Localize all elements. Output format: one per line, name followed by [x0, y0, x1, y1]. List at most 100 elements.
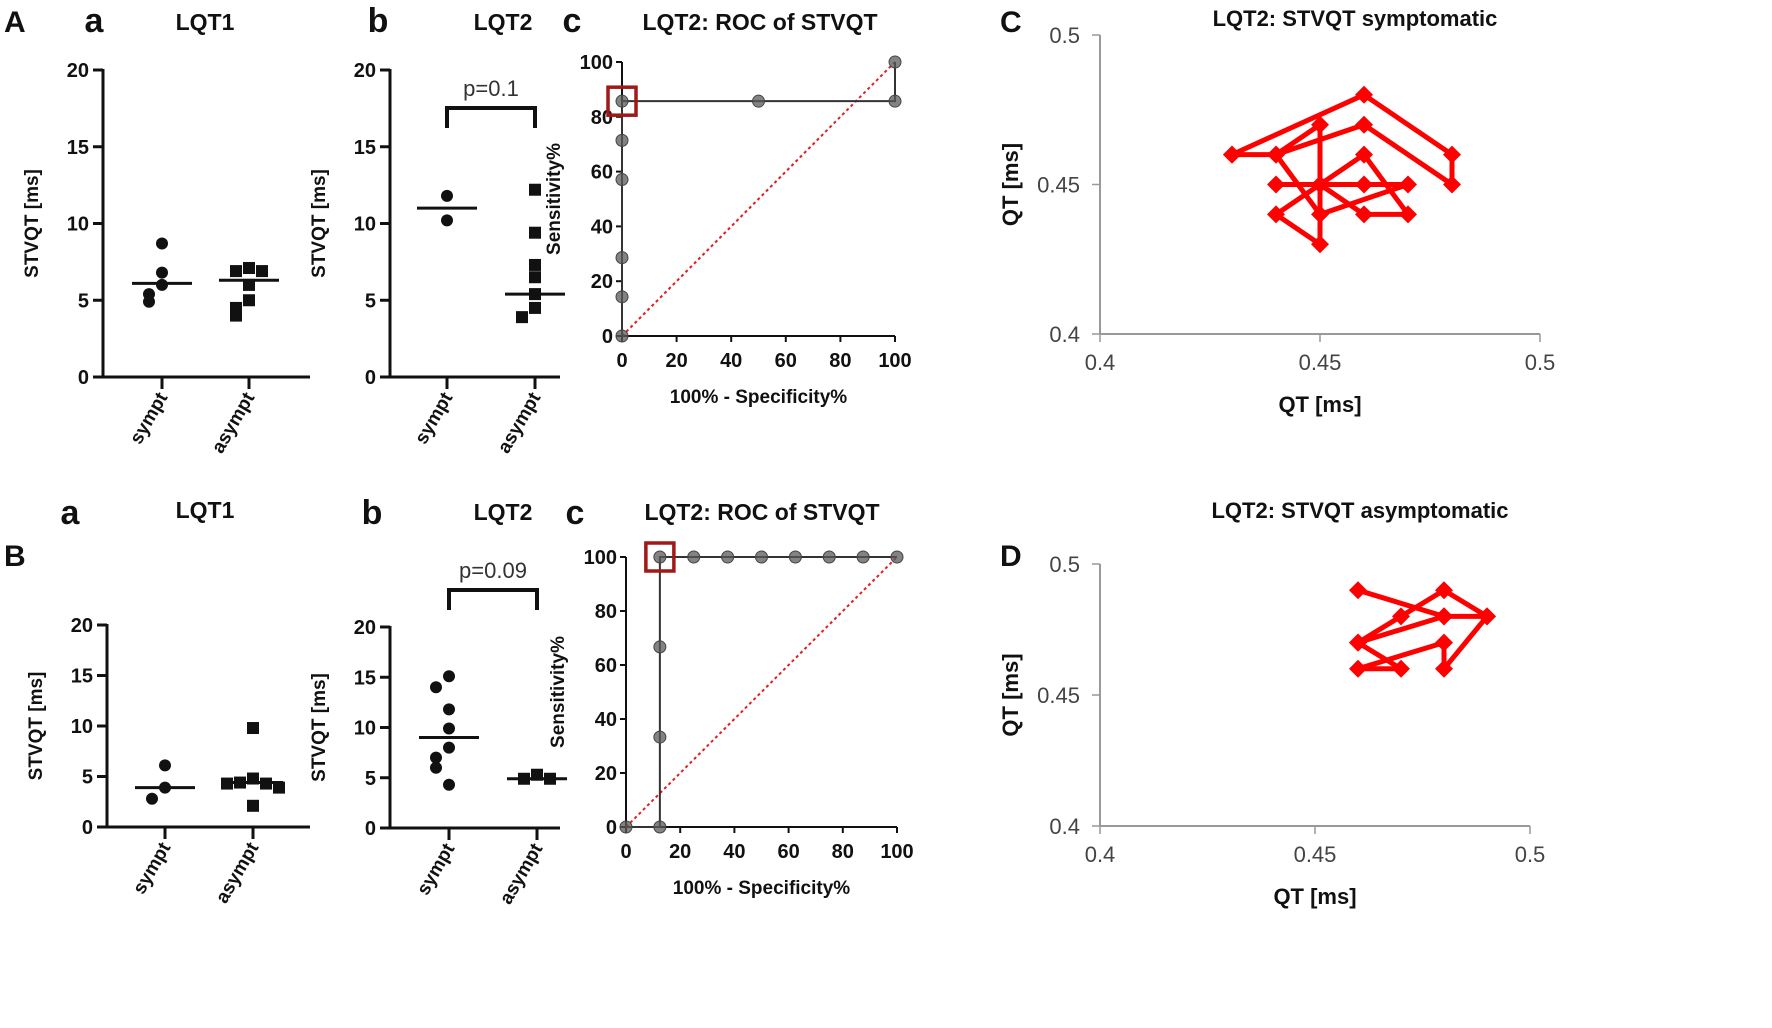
x-axis-label: QT [ms]	[1278, 392, 1361, 417]
chart-title: LQT2: STVQT asymptomatic	[1211, 498, 1508, 523]
chart-title: LQT2	[474, 9, 533, 35]
data-point-sympt	[156, 266, 168, 279]
y-tick-label: 100	[584, 547, 617, 569]
data-point-asympt	[230, 309, 242, 322]
poincare-line	[1355, 587, 1490, 672]
x-tick-label: sympt	[411, 388, 458, 448]
roc-point	[653, 550, 667, 564]
poincare-point	[1392, 607, 1410, 626]
y-tick-label: 10	[71, 716, 93, 738]
subpanel-label: a	[85, 2, 105, 40]
x-tick-label: 100	[878, 350, 911, 372]
x-tick-label: sympt	[126, 388, 173, 448]
y-tick-label: 0.45	[1037, 173, 1080, 198]
subpanel-label: c	[566, 494, 585, 532]
x-tick-label: 20	[669, 841, 691, 863]
poincare-point	[1443, 175, 1461, 194]
subpanel-label: b	[362, 494, 383, 532]
roc-point	[822, 550, 836, 564]
panel-label-C: C	[1000, 6, 1022, 39]
data-point-asympt	[243, 294, 255, 307]
x-tick-label: 60	[775, 350, 797, 372]
x-tick-label: 60	[777, 841, 799, 863]
x-tick-label: 0.45	[1294, 842, 1337, 867]
subpanel-label: c	[563, 2, 582, 40]
reference-diagonal-line	[625, 556, 898, 828]
data-point-sympt	[443, 722, 455, 735]
y-tick-label: 10	[354, 718, 376, 740]
x-tick-label: asympt	[208, 388, 260, 457]
data-point-asympt	[529, 183, 541, 196]
data-point-sympt	[430, 751, 442, 764]
y-tick-label: 60	[591, 162, 613, 184]
poincare-point	[1435, 659, 1453, 678]
y-tick-label: 5	[78, 290, 89, 312]
poincare-point	[1349, 633, 1367, 652]
y-tick-label: 0	[606, 817, 617, 839]
y-tick-label: 5	[365, 290, 376, 312]
y-axis-label: STVQT [ms]	[22, 169, 43, 278]
x-tick-label: 40	[720, 350, 742, 372]
chart-title: LQT1	[176, 9, 235, 35]
y-tick-label: 60	[595, 655, 617, 677]
p-value-annotation: p=0.09	[459, 558, 527, 583]
data-point-sympt	[443, 741, 455, 754]
roc-point	[615, 329, 629, 343]
y-tick-label: 100	[580, 52, 613, 74]
y-tick-label: 20	[67, 60, 89, 82]
roc-point	[721, 550, 735, 564]
data-point-sympt	[441, 214, 453, 227]
y-tick-label: 10	[67, 214, 89, 236]
optimal-cutoff-highlight	[644, 541, 676, 573]
poincare-point	[1478, 607, 1496, 626]
poincare-point	[1311, 205, 1329, 224]
data-point-asympt	[243, 262, 255, 275]
poincare-point	[1223, 145, 1241, 164]
data-point-sympt	[156, 278, 168, 291]
x-tick-label: 100	[880, 841, 913, 863]
panel-label-A: A	[4, 6, 26, 39]
data-point-asympt	[529, 301, 541, 314]
p-value-annotation: p=0.1	[463, 76, 519, 101]
x-tick-label: 0.5	[1515, 842, 1546, 867]
poincare-point	[1311, 115, 1329, 134]
data-point-asympt	[243, 278, 255, 291]
roc-point	[615, 173, 629, 187]
data-point-asympt	[247, 722, 259, 735]
x-axis-label: 100% - Specificity%	[670, 387, 848, 408]
roc-point	[615, 94, 629, 108]
data-point-asympt	[529, 258, 541, 271]
y-tick-label: 0	[82, 817, 93, 839]
y-tick-label: 0	[365, 367, 376, 389]
chart-title: LQT2: ROC of STVQT	[644, 499, 879, 525]
data-point-sympt	[443, 703, 455, 716]
y-axis-label: STVQT [ms]	[309, 673, 330, 782]
x-tick-label: 0.4	[1085, 842, 1116, 867]
x-tick-label: asympt	[494, 388, 546, 457]
x-tick-label: 0.4	[1085, 350, 1116, 375]
y-tick-label: 0	[78, 367, 89, 389]
data-point-asympt	[529, 226, 541, 239]
roc-point	[856, 550, 870, 564]
poincare-point	[1349, 659, 1367, 678]
roc-point	[755, 550, 768, 564]
y-tick-label: 15	[71, 666, 93, 688]
roc-point	[653, 820, 667, 834]
y-axis-label: STVQT [ms]	[26, 672, 47, 781]
x-tick-label: 80	[829, 350, 851, 372]
x-tick-label: 40	[723, 841, 745, 863]
subpanel-label: a	[61, 494, 81, 532]
poincare-point	[1443, 145, 1461, 164]
data-point-sympt	[443, 778, 455, 791]
poincare-point	[1349, 581, 1367, 600]
significance-bracket	[445, 106, 537, 128]
y-axis-label: QT [ms]	[998, 143, 1023, 226]
data-point-sympt	[143, 295, 155, 308]
chart-title: LQT2: STVQT symptomatic	[1213, 6, 1498, 31]
panel-label-D: D	[1000, 540, 1022, 573]
poincare-point	[1355, 205, 1373, 224]
poincare-point	[1435, 633, 1453, 652]
data-point-asympt	[247, 799, 259, 812]
data-point-sympt	[156, 237, 168, 250]
